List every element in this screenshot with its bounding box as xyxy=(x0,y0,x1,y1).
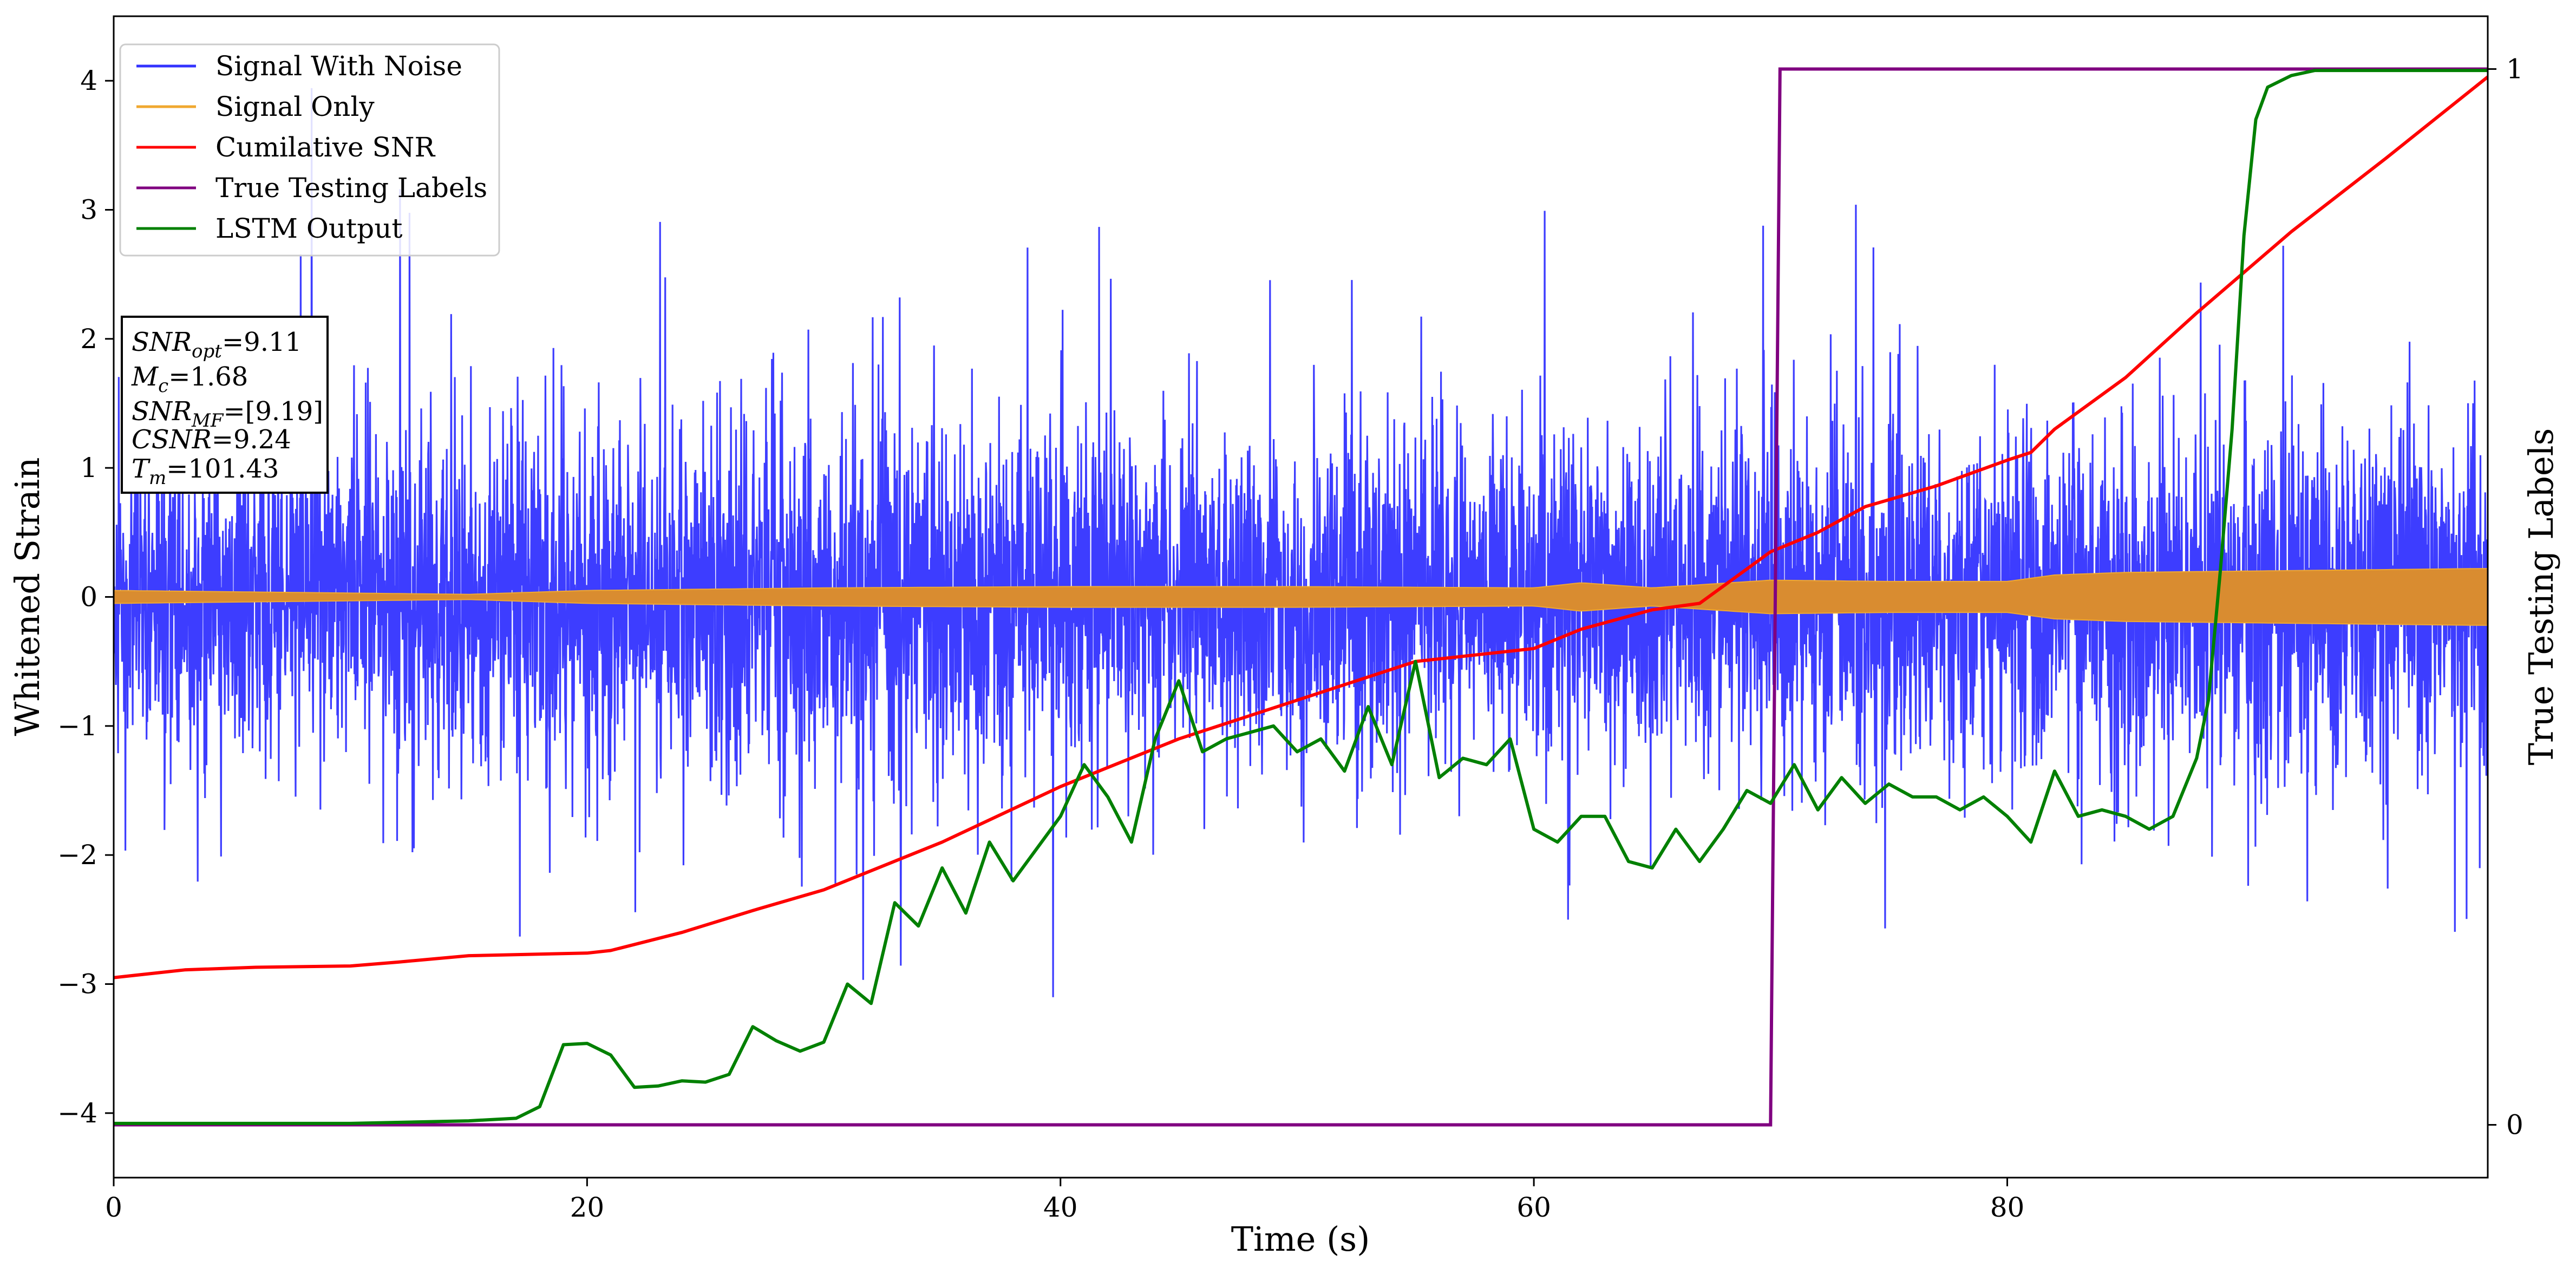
x-tick-label: 40 xyxy=(1043,1192,1078,1223)
x-tick-label: 20 xyxy=(570,1192,605,1223)
y2-tick-label: 1 xyxy=(2506,54,2523,85)
y2-tick-label: 0 xyxy=(2506,1109,2523,1141)
annotation-snr-mf: SNRMF=[9.19] xyxy=(132,396,323,432)
series-cumulative-snr xyxy=(114,75,2488,979)
x-tick-label: 0 xyxy=(105,1192,122,1223)
y-tick-label: −2 xyxy=(57,839,97,871)
y-tick-label: 4 xyxy=(80,65,97,96)
legend: Signal With Noise Signal Only Cumilative… xyxy=(119,43,500,257)
y-tick-label: 0 xyxy=(80,582,97,613)
y-axis-label: Whitened Strain xyxy=(8,458,47,736)
series-signal-with-noise xyxy=(114,88,2488,997)
series-lstm-output xyxy=(114,69,2488,1125)
legend-label-true-testing-labels: True Testing Labels xyxy=(215,172,487,204)
y-tick-label: 2 xyxy=(80,323,97,355)
legend-label-lstm-output: LSTM Output xyxy=(215,213,402,244)
annotation-box-frame xyxy=(121,316,329,494)
y-tick-label: 1 xyxy=(80,452,97,484)
y-tick-label: −3 xyxy=(57,969,97,1000)
annotation-snr-opt: SNRopt=9.11 xyxy=(132,327,302,362)
y-tick-label: −4 xyxy=(57,1097,97,1129)
annotation-box: SNRopt=9.11 Mc=1.68 SNRMF=[9.19] CSNR=9.… xyxy=(121,316,329,494)
y2-axis-label: True Testing Labels xyxy=(2521,428,2561,766)
annotation-mc: Mc=1.68 xyxy=(131,362,248,397)
x-tick-label: 80 xyxy=(1990,1192,2025,1223)
x-tick-label: 60 xyxy=(1516,1192,1551,1223)
legend-label-cumulative-snr: Cumilative SNR xyxy=(215,132,435,163)
legend-frame xyxy=(119,43,500,257)
annotation-tm: Tm=101.43 xyxy=(132,454,279,489)
series-layer xyxy=(114,67,2488,1127)
annotation-csnr: CSNR=9.24 xyxy=(132,424,291,455)
series-signal-only xyxy=(114,568,2488,626)
series-true-testing-labels xyxy=(114,67,2488,1127)
legend-label-signal-with-noise: Signal With Noise xyxy=(215,50,462,82)
y-tick-label: 3 xyxy=(80,194,97,226)
legend-label-signal-only: Signal Only xyxy=(215,91,375,122)
x-axis-label: Time (s) xyxy=(1231,1219,1370,1259)
y-tick-label: −1 xyxy=(57,710,97,742)
